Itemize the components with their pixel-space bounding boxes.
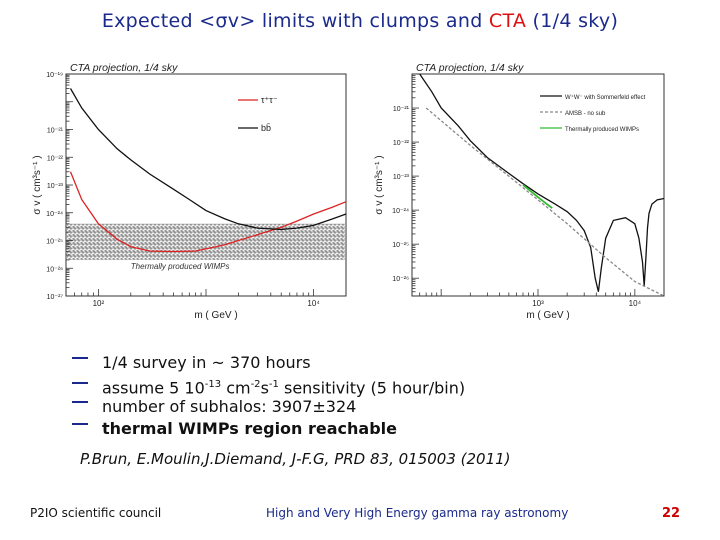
bullet-dash-icon [72, 356, 88, 359]
right-chart: CTA projection, 1/4 sky 10⁻²¹ 10⁻²² 10⁻²³ 10… [374, 62, 665, 321]
bullet-item: number of subhalos: 3907±324 [72, 396, 465, 418]
y-axis-label: σ v ( cm³s⁻¹ ) [374, 155, 385, 214]
bullet-dash-icon [72, 422, 88, 425]
x-tick-label: 10⁴ [307, 299, 320, 308]
y-tick-label: 10⁻²³ [393, 174, 410, 181]
y-tick-label: 10⁻²² [393, 140, 410, 147]
footer-left: P2IO scientific council [30, 506, 162, 520]
legend-label: W⁺W⁻ with Sommerfeld effect [565, 94, 646, 101]
y-tick-label: 10⁻²² [47, 155, 64, 162]
legend-label: AMSB - no sub [565, 111, 606, 117]
y-tick-label: 10⁻²³ [47, 183, 64, 190]
chart-title: CTA projection, 1/4 sky [416, 62, 524, 74]
bullet-dash-icon [72, 400, 88, 403]
x-tick-label: 10³ [532, 299, 544, 308]
footer-center: High and Very High Energy gamma ray astr… [266, 506, 569, 520]
legend-label: Thermally produced WIMPs [565, 127, 639, 133]
bullet-dash-icon [72, 381, 88, 384]
legend-label: bb̄ [261, 123, 271, 133]
plot-frame [411, 73, 665, 297]
chart-title: CTA projection, 1/4 sky [70, 62, 178, 74]
series-line [69, 88, 347, 231]
y-tick-label: 10⁻²¹ [47, 128, 64, 135]
bullet-item: 1/4 survey in ~ 370 hours [72, 352, 465, 374]
y-tick-label: 10⁻²¹ [393, 106, 410, 113]
y-tick-label: 10⁻²⁵ [392, 242, 409, 249]
x-tick-label: 10⁴ [629, 299, 642, 308]
x-axis-label: m ( GeV ) [194, 310, 237, 321]
series-line [69, 171, 347, 253]
thermal-band [67, 223, 345, 260]
series-line [419, 73, 665, 292]
series-line [425, 107, 665, 297]
bullet-list: 1/4 survey in ~ 370 hours assume 5 10-13… [72, 352, 465, 440]
y-axis-label: σ v ( cm³s⁻¹ ) [32, 155, 43, 214]
slide-title: Expected <σv> limits with clumps and CTA… [101, 10, 619, 32]
y-tick-label: 10⁻²⁷ [47, 294, 64, 301]
x-axis-label: m ( GeV ) [526, 310, 569, 321]
y-tick-label: 10⁻²⁴ [46, 211, 63, 218]
y-tick-label: 10⁻²⁶ [46, 266, 63, 273]
y-tick-label: 10⁻²⁴ [392, 208, 409, 215]
title-highlight: CTA [488, 10, 527, 32]
page-number: 22 [662, 506, 681, 521]
y-tick-label: 10⁻¹⁹ [46, 72, 63, 79]
bullet-item: thermal WIMPs region reachable [72, 418, 465, 440]
band-label: Thermally produced WIMPs [131, 262, 230, 271]
left-chart: CTA projection, 1/4 sky Thermally produce… [32, 62, 347, 321]
x-tick-label: 10² [93, 299, 105, 308]
bullet-item: assume 5 10-13 cm-2s-1 sensitivity (5 ho… [72, 374, 465, 397]
series-line [522, 184, 553, 209]
citation: P.Brun, E.Moulin,J.Diemand, J-F.G, PRD 8… [80, 450, 511, 468]
y-tick-label: 10⁻²⁶ [392, 276, 409, 283]
y-tick-label: 10⁻²⁵ [46, 239, 63, 246]
legend-label: τ⁺τ⁻ [261, 95, 278, 105]
